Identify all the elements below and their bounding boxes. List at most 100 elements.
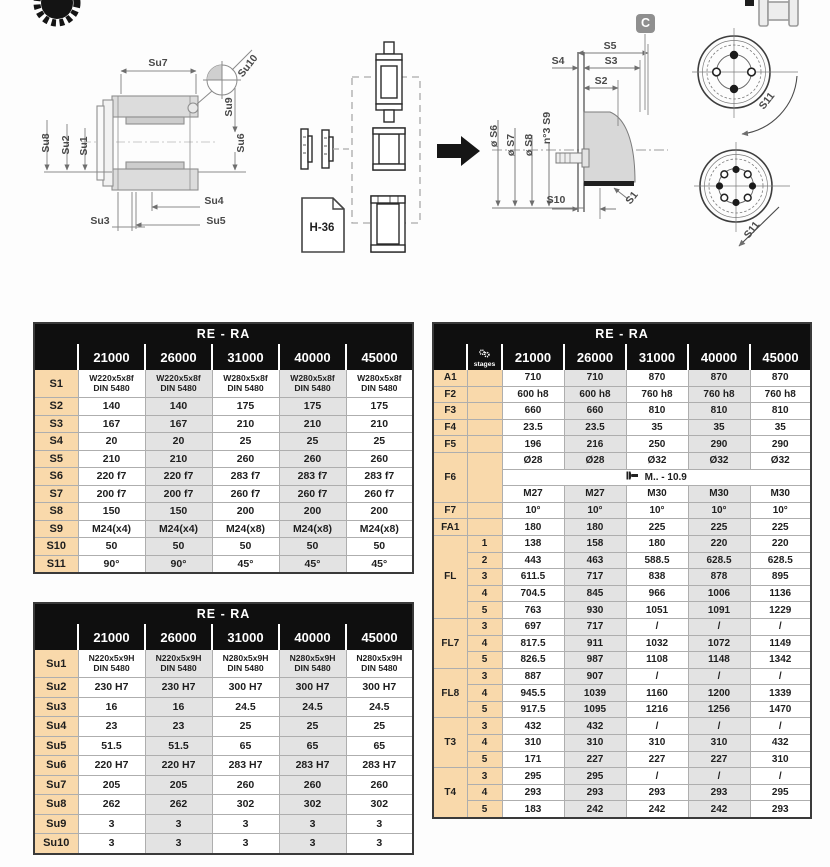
table-title: RE - RA [33, 322, 414, 345]
table-cell: 20 [144, 432, 213, 451]
document-icon [301, 197, 345, 253]
table-cell: 302 [211, 794, 280, 815]
col-header: 21000 [501, 344, 565, 370]
table-cell: 660 [563, 402, 627, 420]
table-cell: 443 [501, 551, 565, 570]
table-cell: Ø28 [501, 451, 565, 470]
table-cell: 845 [563, 584, 627, 603]
table-cell: 870 [625, 369, 689, 387]
table-cell: 463 [563, 551, 627, 570]
bolt-circle-view-8 [694, 142, 790, 247]
table-row: Su2 230 H7 230 H7 300 H7 300 H7 300 H7 [33, 677, 414, 698]
table-cell: 3 [144, 833, 213, 854]
stage-cell: 4 [466, 634, 503, 653]
table-cell: 50 [345, 537, 414, 556]
table-cell: 310 [563, 734, 627, 752]
table-cell: N280x5x9H DIN 5480 [278, 649, 347, 678]
table-cell: 870 [687, 369, 751, 387]
table-cell: 611.5 [501, 568, 565, 586]
table-columns-row: 21000 26000 31000 40000 45000 [33, 624, 414, 650]
table-cell: 600 h8 [563, 385, 627, 404]
table-cell: / [625, 767, 689, 785]
coupling-variant-bottom [370, 195, 406, 253]
table-cell: 220 H7 [77, 755, 146, 776]
corner-cell [33, 624, 79, 650]
table-cell: 300 H7 [345, 677, 414, 698]
su-detail-circle [196, 49, 253, 133]
table-row: 5 917.5 1095 1216 1256 1470 [433, 700, 812, 719]
table-row: M.. - 10.9 [433, 468, 812, 487]
table-header-row: RE - RA [432, 322, 812, 345]
table-cell: 1256 [687, 700, 751, 719]
row-label: Su6 [33, 755, 79, 776]
table-cell: 260 f7 [278, 484, 347, 503]
table-cell: 35 [625, 418, 689, 437]
stage-cell: 5 [466, 800, 503, 819]
table-cell: 216 [563, 435, 627, 453]
row-label: F3 [432, 402, 468, 420]
table-cell: W220x5x8f DIN 5480 [144, 369, 213, 398]
table-row: FL7 3 697 717// / [432, 617, 812, 669]
table-cell: 230 H7 [77, 677, 146, 698]
table-cell: 150 [144, 502, 213, 521]
row-label: F7 [432, 501, 468, 520]
table-cell: 25 [278, 432, 347, 451]
table-cell: / [687, 767, 751, 785]
row-label: F4 [432, 418, 468, 437]
table-cell: 895 [749, 568, 812, 586]
table-row: 4 817.5 911 1032 1072 1149 [433, 634, 812, 653]
table-cell: 20 [77, 432, 146, 451]
gear-icon [33, 0, 81, 27]
table-row: F4 23.5 23.5 35 35 35 [432, 418, 812, 437]
table-row: 4 293 293 293 293 295 [433, 783, 812, 802]
dim-label-su3: Su3 [90, 215, 110, 227]
table-cell: M24(x8) [345, 519, 414, 538]
table-cell: 16 [144, 696, 213, 717]
table-cell: M30 [749, 485, 812, 503]
row-label: Su3 [33, 696, 79, 717]
dim-label-su4: Su4 [204, 195, 224, 207]
table-cell: M27 [563, 485, 627, 503]
table-cell: 310 [625, 734, 689, 752]
table-cell: 260 [211, 449, 280, 468]
table-row: 5 171 227 227 227 310 [433, 750, 812, 769]
table-cell: Ø32 [687, 451, 751, 470]
col-header: 31000 [211, 624, 280, 650]
table-cell: 283 f7 [345, 467, 414, 486]
table-cell: 200 [278, 502, 347, 521]
table-cell: 432 [501, 717, 565, 736]
table-cell: M24(x4) [77, 519, 146, 538]
table-cell: 260 [345, 774, 414, 795]
table-cell: 25 [345, 716, 414, 737]
corner-cell [432, 344, 468, 370]
table-cell: / [687, 717, 751, 736]
table-cell: 3 [77, 833, 146, 854]
table-cell: 51.5 [77, 735, 146, 756]
table-cell: W220x5x8f DIN 5480 [77, 369, 146, 398]
table-cell: 140 [144, 397, 213, 416]
table-cell: 432 [563, 717, 627, 736]
row-label: S11 [33, 554, 79, 574]
table-row: F5 196 216 250 290 290 [432, 435, 812, 453]
row-label: Su5 [33, 735, 79, 756]
table-cell: 260 [345, 449, 414, 468]
row-label: T3 [432, 717, 468, 769]
table-cell: 717 [563, 568, 627, 586]
table-cell: 838 [625, 568, 689, 586]
table-row: 2 443 463 588.5 628.5 628.5 [433, 551, 812, 570]
table-cell: 697 [501, 617, 565, 636]
stage-cell: 5 [466, 651, 503, 669]
table-cell: 283 f7 [211, 467, 280, 486]
table-row: S10 50 50 50 50 50 [33, 537, 414, 556]
table-cell: 3 [278, 813, 347, 834]
table-cell: 183 [501, 800, 565, 819]
table-cell: 1216 [625, 700, 689, 719]
table-cell: 3 [144, 813, 213, 834]
table-cell: 295 [501, 767, 565, 785]
table-cell: 1051 [625, 601, 689, 619]
dim-label-su2: Su2 [60, 135, 72, 155]
table-cell: 917.5 [501, 700, 565, 719]
stage-cell: 3 [466, 667, 503, 686]
col-header: 26000 [144, 624, 213, 650]
table-cell: 987 [563, 651, 627, 669]
